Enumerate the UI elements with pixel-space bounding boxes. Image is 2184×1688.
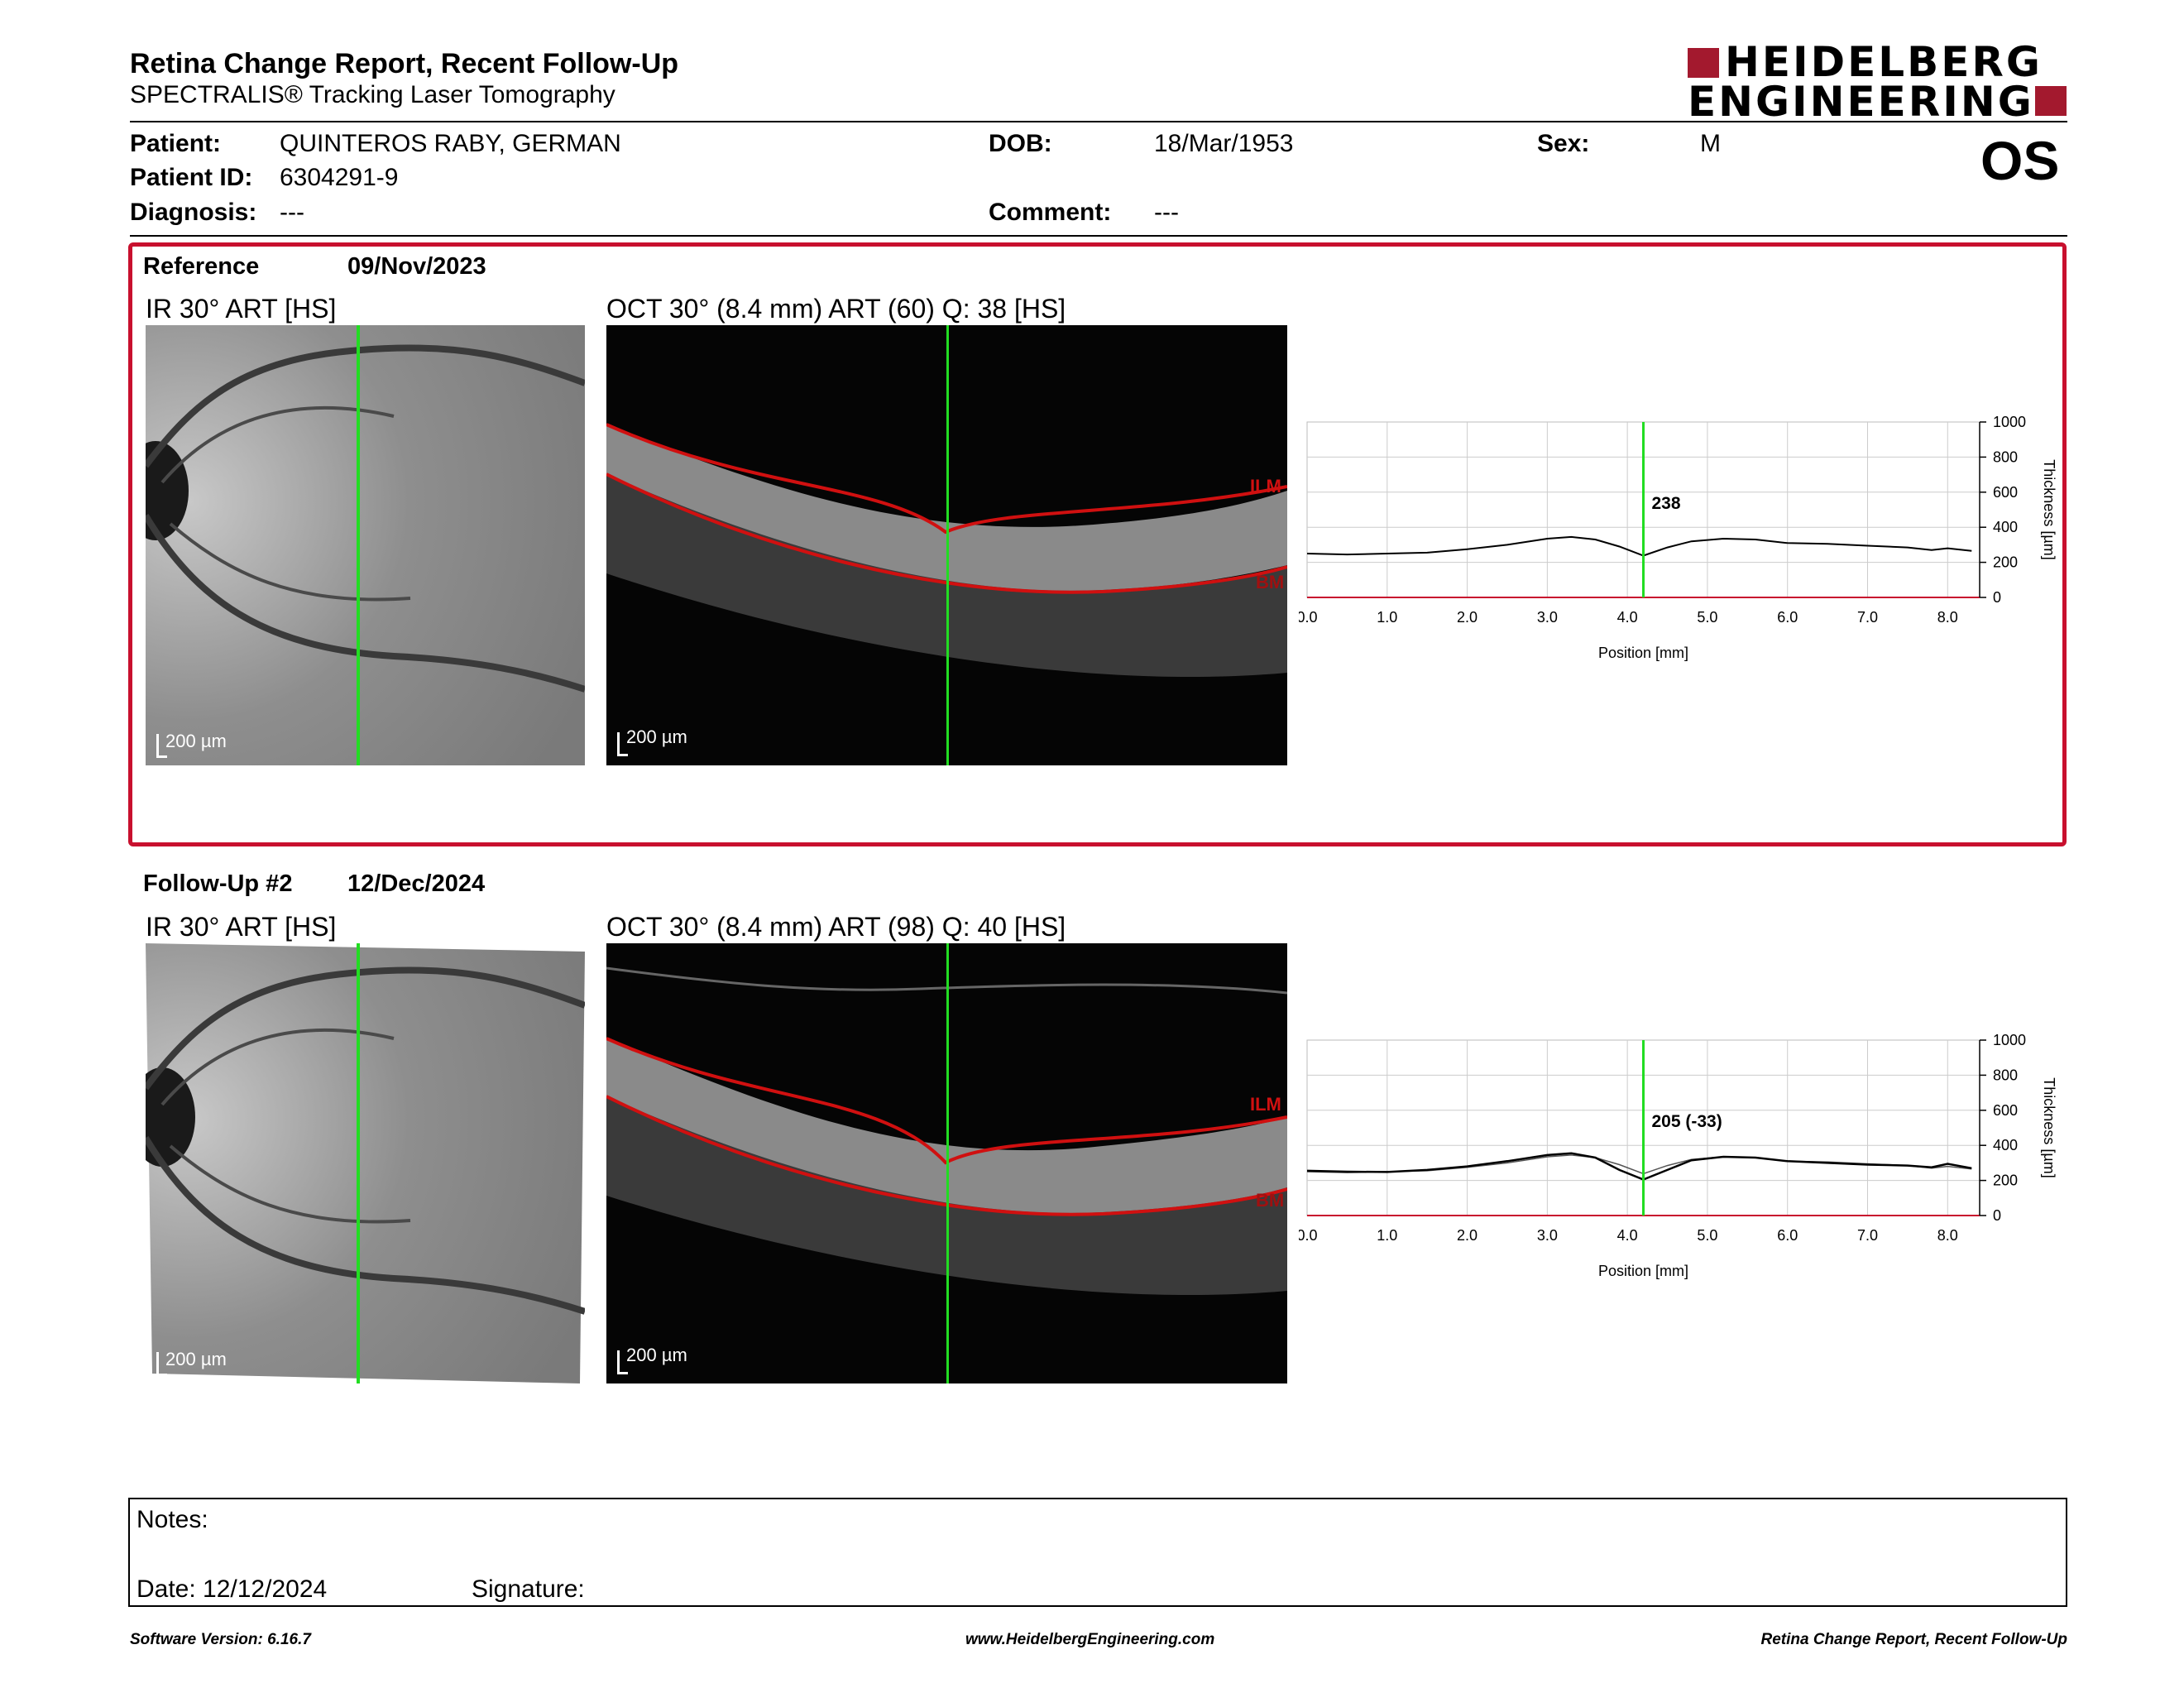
reference-ir-scale: 200 µm <box>165 731 227 751</box>
x-tick-label: 1.0 <box>1377 1227 1397 1244</box>
signature-label: Signature: <box>472 1575 585 1603</box>
dob-label: DOB: <box>989 130 1052 157</box>
thickness-series-line <box>1306 535 1972 557</box>
x-tick-label: 7.0 <box>1857 1227 1878 1244</box>
x-tick-label: 8.0 <box>1937 609 1958 626</box>
x-tick-label: 2.0 <box>1457 609 1478 626</box>
followup-ir-fundus-image: 200 µm <box>146 943 585 1383</box>
reference-date: 09/Nov/2023 <box>347 253 486 280</box>
ilm-label: ILM <box>1250 476 1281 496</box>
y-axis-label: Thickness [µm] <box>2041 1077 2057 1177</box>
y-tick-label: 800 <box>1993 448 2018 465</box>
x-tick-label: 4.0 <box>1617 609 1638 626</box>
footer-report-name: Retina Change Report, Recent Follow-Up <box>1760 1631 2067 1648</box>
y-tick-label: 0 <box>1993 589 2001 606</box>
followup-oct-caption: OCT 30° (8.4 mm) ART (98) Q: 40 [HS] <box>606 912 1066 942</box>
followup-label: Follow-Up #2 <box>143 870 293 897</box>
x-tick-label: 4.0 <box>1617 1227 1638 1244</box>
ilm-label: ILM <box>1250 1094 1281 1115</box>
x-tick-label: 1.0 <box>1377 609 1397 626</box>
y-tick-label: 200 <box>1993 554 2018 571</box>
reference-ir-fundus-image: 200 µm <box>146 325 585 765</box>
report-subtitle: SPECTRALIS® Tracking Laser Tomography <box>130 81 615 108</box>
thickness-value-label: 238 <box>1652 494 1681 513</box>
sex-value: M <box>1700 130 1721 157</box>
followup-ir-caption: IR 30° ART [HS] <box>146 912 337 942</box>
x-tick-label: 6.0 <box>1777 609 1798 626</box>
logo-line-2: ENGINEERING <box>1688 78 2034 126</box>
website: www.HeidelbergEngineering.com <box>965 1631 1215 1648</box>
patient-name: QUINTEROS RABY, GERMAN <box>280 130 621 157</box>
bm-label: BM <box>1256 1190 1285 1211</box>
comment-label: Comment: <box>989 199 1112 226</box>
y-tick-label: 0 <box>1993 1207 2001 1224</box>
patient-label: Patient: <box>130 130 222 157</box>
x-tick-label: 6.0 <box>1777 1227 1798 1244</box>
scan-line <box>357 325 360 765</box>
notes-label: Notes: <box>136 1506 208 1533</box>
notes-box[interactable]: Notes: Date: 12/12/2024 Signature: <box>128 1498 2067 1607</box>
eye-laterality: OS <box>1980 130 2060 191</box>
notes-date: Date: 12/12/2024 <box>136 1575 328 1603</box>
followup-oct-scale: 200 µm <box>626 1345 687 1365</box>
y-tick-label: 800 <box>1993 1067 2018 1083</box>
x-tick-label: 0.0 <box>1299 609 1318 626</box>
software-version: Software Version: 6.16.7 <box>130 1631 311 1648</box>
y-axis-label: Thickness [µm] <box>2041 459 2057 559</box>
followup-thickness-chart: 0.0 1.0 2.0 3.0 4.0 5.0 6.0 7.0 8.0 0 200 400 600 800… <box>1299 1032 2057 1279</box>
y-tick-label: 400 <box>1993 1137 2018 1153</box>
y-tick-label: 600 <box>1993 1102 2018 1119</box>
comment-value: --- <box>1154 199 1179 226</box>
sex-label: Sex: <box>1537 130 1590 157</box>
thickness-value-label: 205 (-33) <box>1652 1112 1722 1131</box>
bm-label: BM <box>1256 572 1285 592</box>
x-axis-label: Position [mm] <box>1598 1263 1688 1279</box>
reference-oct-bscan-image: ILM BM 200 µm <box>606 325 1287 765</box>
x-tick-label: 5.0 <box>1697 609 1717 626</box>
x-axis-label: Position [mm] <box>1598 645 1688 661</box>
patient-id: 6304291-9 <box>280 164 399 191</box>
followup-date: 12/Dec/2024 <box>347 870 486 897</box>
y-tick-label: 1000 <box>1993 1032 2026 1048</box>
x-tick-label: 3.0 <box>1537 609 1558 626</box>
followup-ir-scale: 200 µm <box>165 1349 227 1369</box>
followup-oct-bscan-image: ILM BM 200 µm <box>606 943 1287 1383</box>
y-tick-label: 1000 <box>1993 414 2026 430</box>
dob-value: 18/Mar/1953 <box>1154 130 1294 157</box>
thickness-series-line <box>1306 1152 1972 1181</box>
x-tick-label: 7.0 <box>1857 609 1878 626</box>
y-tick-label: 200 <box>1993 1172 2018 1189</box>
diagnosis-label: Diagnosis: <box>130 199 257 226</box>
reference-label: Reference <box>143 253 260 280</box>
x-tick-label: 8.0 <box>1937 1227 1958 1244</box>
x-tick-label: 2.0 <box>1457 1227 1478 1244</box>
patient-id-label: Patient ID: <box>130 164 253 191</box>
x-tick-label: 3.0 <box>1537 1227 1558 1244</box>
x-tick-label: 0.0 <box>1299 1227 1318 1244</box>
reference-panel <box>128 242 2067 846</box>
y-tick-label: 400 <box>1993 519 2018 535</box>
report-title: Retina Change Report, Recent Follow-Up <box>130 48 679 79</box>
y-tick-label: 600 <box>1993 484 2018 501</box>
reference-ir-caption: IR 30° ART [HS] <box>146 294 337 324</box>
reference-oct-caption: OCT 30° (8.4 mm) ART (60) Q: 38 [HS] <box>606 294 1066 324</box>
reference-oct-scale: 200 µm <box>626 727 687 747</box>
logo-line-1: HEIDELBERG <box>1725 38 2043 86</box>
diagnosis-value: --- <box>280 199 304 226</box>
reference-thickness-chart: 0.0 1.0 2.0 3.0 4.0 5.0 6.0 7.0 8.0 0 200 400 600 800… <box>1299 414 2057 661</box>
x-tick-label: 5.0 <box>1697 1227 1717 1244</box>
